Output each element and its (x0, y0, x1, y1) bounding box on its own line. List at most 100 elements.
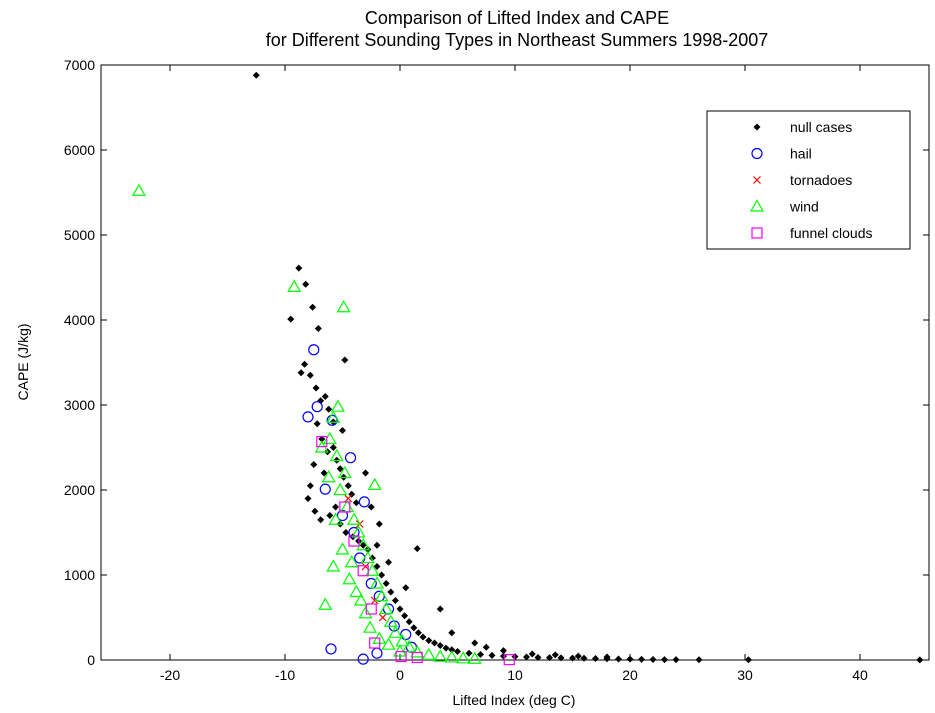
point-wind (456, 651, 471, 664)
point-wind (326, 559, 341, 572)
point-null-cases (615, 655, 622, 663)
point-null-cases (329, 444, 337, 451)
legend-box (706, 110, 911, 250)
y-tick-label: 2000 (64, 482, 95, 498)
point-wind (379, 601, 394, 615)
legend-marker-wind (749, 199, 765, 212)
point-null-cases (916, 656, 924, 664)
chart-subtitle: for Different Sounding Types in Northeas… (266, 30, 769, 50)
point-wind (349, 584, 364, 598)
legend-label: funnel clouds (790, 225, 873, 241)
point-funnel-clouds (369, 637, 381, 649)
legend-label: wind (789, 199, 819, 215)
point-null-cases (391, 597, 399, 604)
series-funnel-clouds (316, 435, 515, 666)
point-null-cases (317, 516, 325, 524)
point-null-cases (311, 507, 319, 515)
point-wind (131, 183, 146, 196)
point-null-cases (523, 653, 530, 661)
point-wind (337, 465, 352, 479)
point-null-cases (304, 495, 312, 502)
point-wind (360, 550, 375, 564)
point-null-cases (592, 654, 599, 662)
point-wind (369, 576, 385, 589)
point-hail (302, 411, 314, 423)
point-null-cases (672, 656, 680, 664)
point-wind (383, 614, 398, 627)
point-wind (318, 597, 333, 610)
point-null-cases (488, 651, 496, 659)
point-wind (346, 512, 362, 525)
point-null-cases (313, 420, 321, 428)
point-null-cases (528, 650, 536, 658)
point-hail (354, 552, 366, 564)
point-wind (421, 647, 436, 660)
point-null-cases (448, 629, 456, 637)
legend-marker-tornadoes (753, 176, 761, 184)
point-null-cases (649, 655, 657, 663)
point-null-cases (344, 482, 352, 490)
point-null-cases (569, 654, 576, 662)
point-null-cases (574, 652, 582, 660)
point-hail (311, 401, 323, 413)
point-null-cases (326, 512, 334, 519)
point-wind (358, 606, 373, 619)
point-null-cases (320, 469, 328, 477)
point-null-cases (301, 360, 309, 368)
point-wind (356, 538, 371, 551)
point-null-cases (448, 646, 456, 654)
legend-marker-hail (751, 147, 763, 160)
y-tick-label: 1000 (64, 567, 95, 583)
point-null-cases (339, 427, 346, 434)
x-tick-label: 40 (852, 667, 868, 683)
legend: null cases hail tornadoes wind funnel clouds (706, 110, 911, 250)
point-null-cases (603, 653, 611, 661)
point-null-cases (661, 656, 668, 664)
point-hail (344, 452, 357, 464)
point-null-cases (325, 405, 333, 413)
data-points (131, 71, 924, 666)
point-null-cases (580, 654, 588, 662)
point-null-cases (442, 644, 450, 652)
point-wind (322, 431, 337, 445)
point-wind (402, 640, 417, 653)
point-null-cases (546, 654, 553, 662)
point-hail (400, 628, 412, 641)
point-null-cases (534, 653, 542, 661)
point-null-cases (306, 482, 314, 490)
point-null-cases (401, 612, 409, 620)
point-null-cases (352, 499, 360, 507)
point-hail (325, 643, 337, 655)
x-tick-label: 10 (507, 667, 523, 683)
point-null-cases (425, 636, 433, 644)
point-tornadoes (344, 494, 353, 503)
point-funnel-clouds (348, 535, 360, 547)
point-null-cases (297, 369, 305, 377)
point-funnel-clouds (365, 603, 377, 615)
point-null-cases (405, 618, 413, 626)
point-null-cases (382, 580, 390, 587)
point-null-cases (557, 654, 565, 662)
point-null-cases (626, 655, 634, 663)
point-wind (342, 572, 357, 585)
point-wind (353, 593, 368, 606)
point-hail (326, 414, 338, 426)
x-tick-label: -10 (275, 667, 295, 683)
point-null-cases (336, 465, 344, 473)
point-null-cases (287, 315, 295, 323)
point-null-cases (367, 503, 375, 511)
legend-label: null cases (790, 119, 852, 135)
legend-marker-null-cases (753, 123, 761, 131)
point-null-cases (477, 650, 484, 658)
point-null-cases (306, 371, 314, 379)
point-null-cases (302, 280, 310, 288)
point-null-cases (454, 648, 461, 655)
point-wind (344, 555, 359, 568)
x-axis-label: Lifted Index (deg C) (453, 692, 576, 708)
point-hail (357, 653, 369, 665)
point-null-cases (413, 545, 421, 553)
point-hail (371, 647, 383, 659)
point-wind (367, 477, 382, 490)
